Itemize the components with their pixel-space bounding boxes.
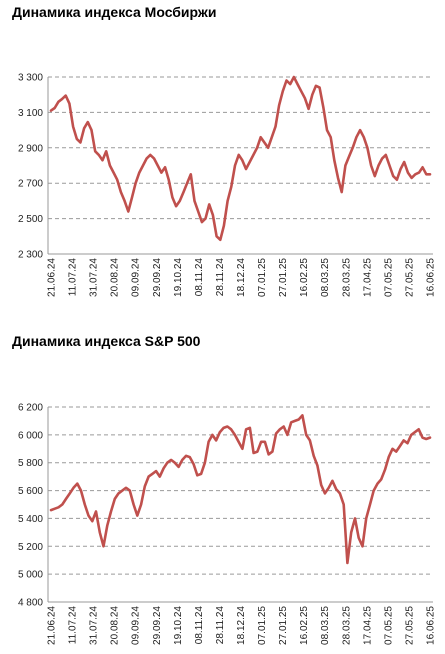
x-tick-label: 09.09.24 — [131, 606, 142, 645]
x-tick-label: 18.12.24 — [236, 606, 247, 645]
x-tick-label: 28.03.25 — [341, 606, 352, 645]
x-tick-label: 08.11.24 — [194, 606, 205, 645]
x-tick-label: 07.01.25 — [257, 258, 268, 297]
chart-title-moex: Динамика индекса Мосбиржи — [12, 4, 217, 20]
x-tick-label: 09.09.24 — [131, 258, 142, 297]
y-tick-label: 5 600 — [18, 486, 43, 497]
chart-block-moex: Динамика индекса Мосбиржи 2 300 2 500 2 70… — [0, 0, 445, 300]
y-tick-label: 2 700 — [18, 179, 43, 190]
x-tick-label: 16.02.25 — [299, 258, 310, 297]
y-tick-label: 3 300 — [18, 73, 43, 84]
chart-moex: 2 300 2 500 2 700 2 900 3 100 3 300 21.06.24 11… — [18, 73, 437, 297]
x-tick-label: 20.08.24 — [110, 258, 121, 297]
x-tick-label: 19.10.24 — [173, 258, 184, 297]
x-tick-label: 08.03.25 — [320, 606, 331, 645]
series-line — [49, 414, 432, 565]
x-tick-label: 29.09.24 — [152, 258, 163, 297]
x-tick-label: 20.08.24 — [110, 606, 121, 645]
y-tick-label: 5 200 — [18, 542, 43, 553]
y-tick-label: 4 800 — [18, 598, 43, 609]
x-tick-label: 29.09.24 — [152, 606, 163, 645]
x-tick-label: 16.06.25 — [426, 606, 437, 645]
x-tick-label: 11.07.24 — [68, 606, 79, 645]
x-tick-label: 08.03.25 — [320, 258, 331, 297]
y-tick-label: 5 000 — [18, 570, 43, 581]
x-tick-label: 28.11.24 — [215, 606, 226, 645]
x-tick-label: 17.04.25 — [362, 606, 373, 645]
plot-area: 4 800 5 000 5 200 5 400 5 600 5 800 6 000 6 200… — [18, 403, 437, 645]
x-tick-label: 11.07.24 — [68, 258, 79, 297]
x-tick-label: 27.01.25 — [278, 258, 289, 297]
y-tick-label: 6 000 — [18, 430, 43, 441]
x-tick-label: 07.05.25 — [383, 606, 394, 645]
y-tick-label: 3 100 — [18, 108, 43, 119]
x-tick-label: 07.01.25 — [257, 606, 268, 645]
x-tick-label: 31.07.24 — [89, 606, 100, 645]
y-tick-label: 2 900 — [18, 143, 43, 154]
y-tick-label: 2 500 — [18, 214, 43, 225]
x-tick-label: 19.10.24 — [173, 606, 184, 645]
x-tick-label: 28.03.25 — [341, 258, 352, 297]
x-tick-label: 07.05.25 — [383, 258, 394, 297]
x-tick-label: 08.11.24 — [194, 258, 205, 297]
x-tick-label: 21.06.24 — [47, 606, 58, 645]
x-tick-label: 18.12.24 — [236, 258, 247, 297]
x-tick-label: 17.04.25 — [362, 258, 373, 297]
y-tick-label: 5 400 — [18, 514, 43, 525]
plot-area: 2 300 2 500 2 700 2 900 3 100 3 300 21.06.24 11… — [18, 73, 437, 297]
x-tick-label: 16.02.25 — [299, 606, 310, 645]
x-tick-label: 27.01.25 — [278, 606, 289, 645]
y-tick-label: 5 800 — [18, 458, 43, 469]
x-tick-label: 28.11.24 — [215, 258, 226, 297]
x-tick-label: 16.06.25 — [426, 258, 437, 297]
y-tick-label: 2 300 — [18, 250, 43, 261]
chart-title-sp500: Динамика индекса S&P 500 — [12, 333, 201, 349]
x-tick-label: 21.06.24 — [47, 258, 58, 297]
x-tick-label: 31.07.24 — [89, 258, 100, 297]
x-tick-label: 27.05.25 — [404, 606, 415, 645]
series-line — [49, 75, 432, 242]
x-tick-label: 27.05.25 — [404, 258, 415, 297]
y-tick-label: 6 200 — [18, 403, 43, 414]
